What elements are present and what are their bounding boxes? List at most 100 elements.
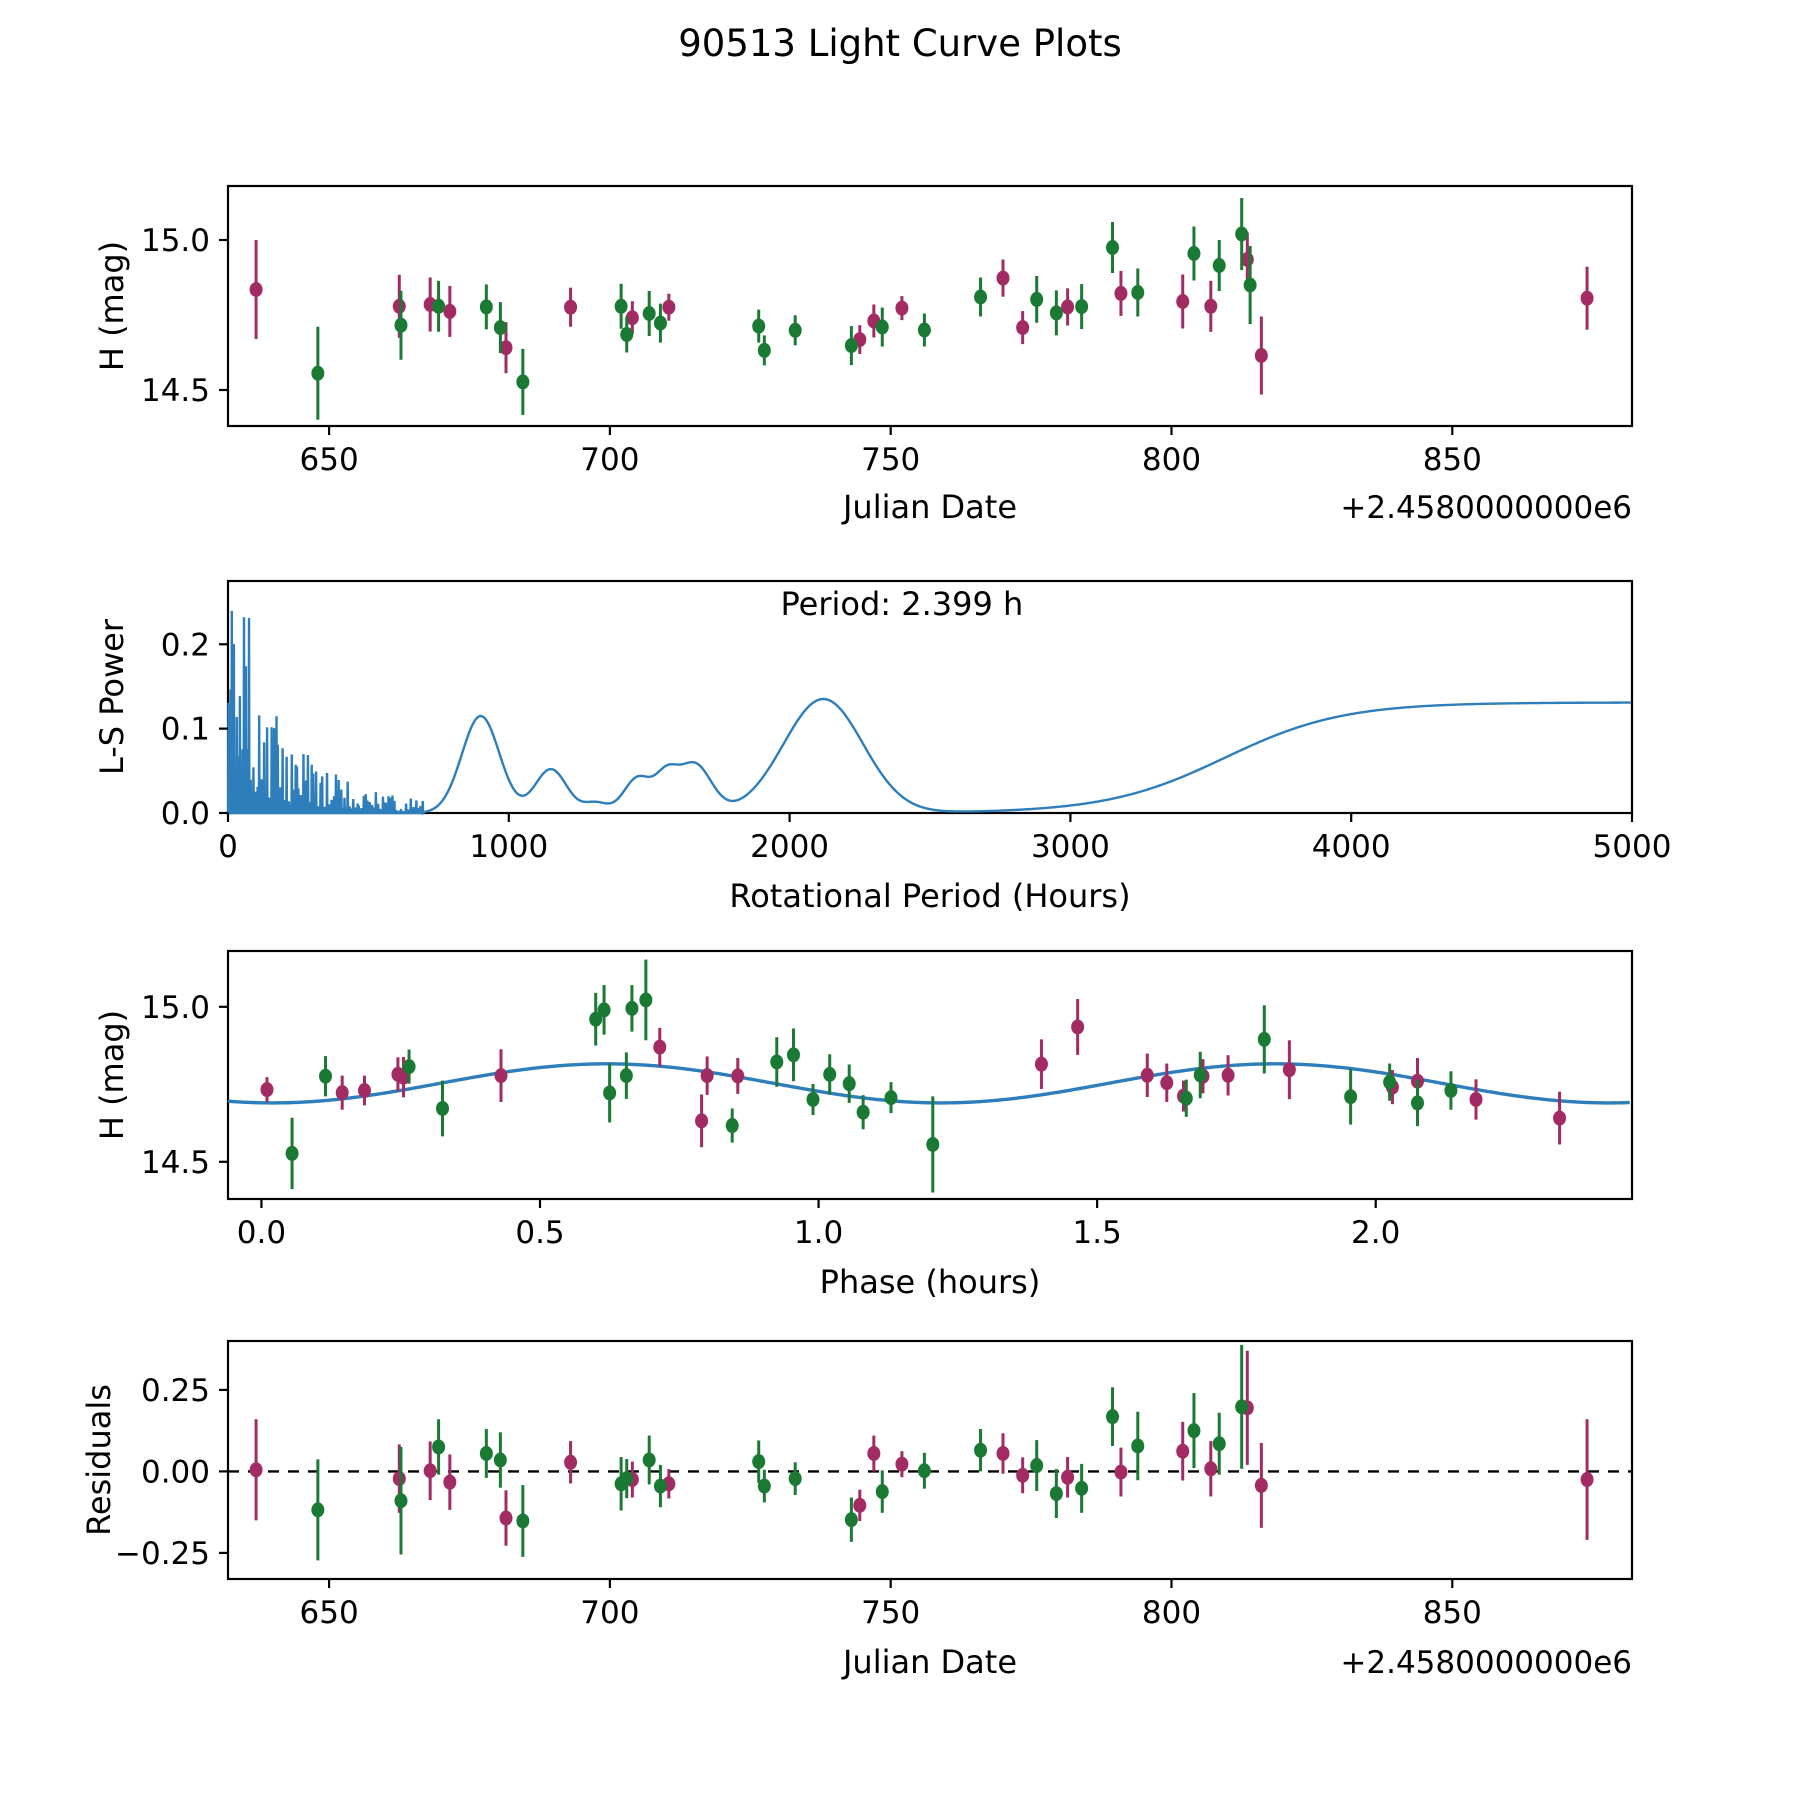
data-point — [1176, 294, 1190, 309]
data-point — [1254, 1477, 1268, 1493]
data-point — [1140, 1067, 1154, 1083]
data-point — [806, 1091, 820, 1107]
x-axis-label: Rotational Period (Hours) — [729, 877, 1130, 915]
x-tick-label: 0.0 — [237, 1215, 286, 1251]
data-point — [479, 299, 493, 315]
data-point — [731, 1068, 745, 1084]
data-point — [564, 1454, 578, 1470]
data-point — [564, 299, 578, 315]
data-point — [695, 1113, 709, 1129]
panel-periodogram: 0 1000 2000 3000 4000 5000 0.0 0.1 0.2 Rotational… — [93, 579, 1672, 915]
data-point — [653, 1039, 667, 1055]
data-point — [653, 1478, 667, 1494]
x-tick-label: 750 — [861, 442, 920, 478]
data-point — [875, 319, 889, 335]
x-tick-label: 1000 — [469, 829, 548, 865]
data-point — [625, 310, 639, 326]
data-point — [620, 1471, 634, 1487]
panel-light-curve: 650 700 750 800 850 15.0 14.5 Julian Date +2.458… — [93, 184, 1634, 526]
x-axis: 650 700 750 800 850 — [300, 426, 1482, 478]
data-point — [311, 365, 325, 381]
y-tick-label: 0.1 — [161, 712, 210, 748]
y-axis-label: L-S Power — [93, 618, 131, 775]
data-point — [597, 1002, 611, 1018]
data-point — [1243, 277, 1257, 293]
data-point — [493, 320, 507, 336]
data-point — [788, 1471, 802, 1487]
data-point — [432, 1439, 446, 1455]
period-annotation: Period: 2.399 h — [781, 585, 1024, 623]
data-point — [432, 298, 446, 314]
data-point — [1553, 1110, 1567, 1126]
x-tick-label: 3000 — [1031, 829, 1110, 865]
series-magenta — [260, 999, 1567, 1148]
y-tick-label: −0.25 — [115, 1536, 210, 1572]
y-axis-label: H (mag) — [93, 1010, 131, 1140]
y-axis: 15.0 14.5 — [141, 990, 228, 1181]
x-tick-label: 2.0 — [1351, 1215, 1400, 1251]
data-point — [895, 300, 909, 316]
data-point — [392, 1471, 406, 1487]
data-point — [494, 1068, 508, 1084]
data-point — [884, 1090, 898, 1106]
data-point — [1030, 1458, 1044, 1474]
data-point — [917, 322, 931, 338]
data-point — [335, 1085, 349, 1101]
model-sinusoid — [227, 1062, 1630, 1105]
data-point — [1131, 285, 1145, 300]
x-tick-label: 800 — [1142, 442, 1201, 478]
y-tick-label: 15.0 — [141, 990, 210, 1026]
data-point — [620, 327, 634, 342]
data-point — [1049, 1486, 1063, 1502]
x-tick-label: 2000 — [750, 829, 829, 865]
data-point — [249, 1462, 263, 1478]
axes-box — [226, 184, 1634, 428]
data-point — [499, 1510, 513, 1526]
y-axis: 0.0 0.1 0.2 — [161, 627, 228, 832]
x-tick-label: 700 — [580, 1595, 639, 1631]
data-point — [1061, 299, 1075, 315]
x-tick-label: 700 — [580, 442, 639, 478]
x-axis-offset-text: +2.4580000000e6 — [1340, 490, 1632, 526]
data-point — [700, 1068, 714, 1084]
series-green — [285, 959, 1458, 1193]
x-tick-label: 5000 — [1593, 829, 1672, 865]
data-point — [614, 298, 628, 314]
y-tick-label: 0.2 — [161, 627, 210, 663]
data-point — [1204, 1461, 1218, 1477]
x-tick-label: 1.0 — [794, 1215, 843, 1251]
axes-box — [226, 579, 1634, 815]
series-magenta — [249, 232, 1594, 395]
series-green — [311, 198, 1257, 420]
data-point — [662, 299, 676, 315]
x-axis-label: Phase (hours) — [820, 1263, 1041, 1301]
data-point — [392, 298, 406, 314]
data-point — [1580, 290, 1594, 306]
data-point — [1049, 305, 1063, 321]
axes-box — [226, 1339, 1634, 1581]
data-point — [423, 1463, 437, 1479]
data-point — [1235, 1399, 1249, 1415]
data-point — [1254, 348, 1268, 363]
data-point — [443, 303, 457, 319]
x-tick-label: 0.5 — [515, 1215, 564, 1251]
x-axis-offset-text: +2.4580000000e6 — [1340, 1645, 1632, 1681]
data-point — [974, 1442, 988, 1458]
data-point — [1344, 1089, 1358, 1105]
residual-data — [249, 1344, 1594, 1561]
data-point — [260, 1082, 274, 1098]
data-point — [867, 1445, 881, 1461]
data-point — [1176, 1443, 1190, 1459]
data-point — [436, 1100, 449, 1116]
x-axis: 0.0 0.5 1.0 1.5 2.0 — [237, 1199, 1400, 1251]
data-point — [757, 342, 771, 358]
x-tick-label: 800 — [1142, 1595, 1201, 1631]
data-point — [394, 317, 408, 333]
data-point — [1114, 1464, 1128, 1480]
panel-residuals: 650 700 750 800 850 0.25 0.00 −0.25 Julian Date +… — [80, 1339, 1634, 1681]
data-point — [1282, 1062, 1296, 1078]
data-point — [1204, 298, 1218, 314]
data-point — [1075, 299, 1089, 315]
y-axis: 15.0 14.5 — [141, 223, 228, 409]
